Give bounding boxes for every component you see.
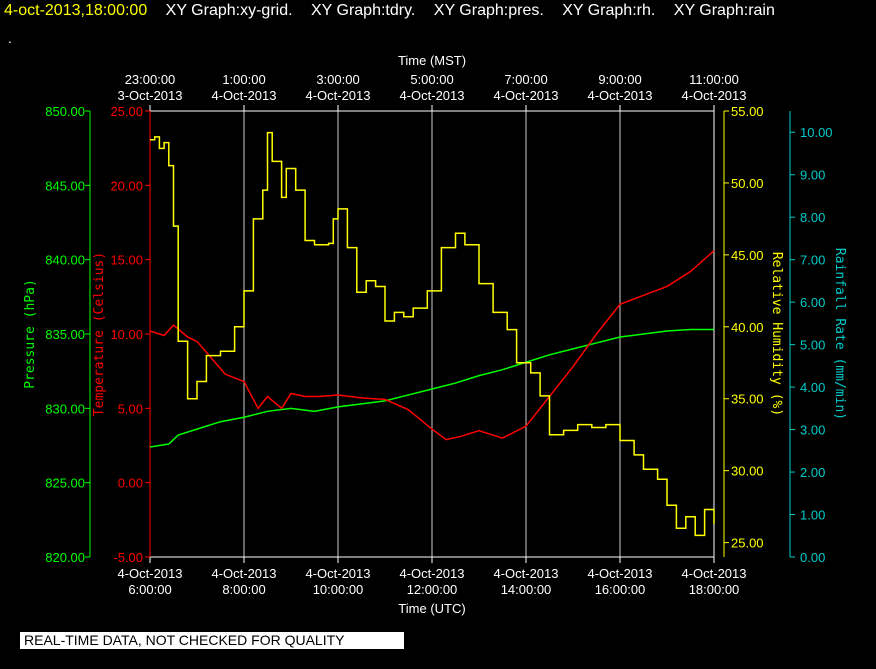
temperature-tick-label: 15.00 (110, 253, 143, 268)
rain-tick-label: 2.00 (800, 465, 825, 480)
bottom-axis-title: Time (UTC) (398, 601, 465, 616)
graph-title-rh: XY Graph:rh. (562, 2, 656, 19)
pressure-tick-label: 830.00 (45, 401, 85, 416)
x-tick-label-mst-time: 1:00:00 (222, 72, 265, 87)
rain-tick-label: 6.00 (800, 295, 825, 310)
rain-tick-label: 5.00 (800, 338, 825, 353)
humidity-tick-label: 40.00 (731, 320, 764, 335)
graph-title-rain: XY Graph:rain (673, 2, 775, 19)
rain-tick-label: 10.00 (800, 125, 833, 140)
temperature-tick-label: 20.00 (110, 178, 143, 193)
temperature-series-line (149, 250, 715, 441)
x-tick-label-mst-date: 4-Oct-2013 (211, 88, 276, 103)
x-tick-label-mst-date: 4-Oct-2013 (399, 88, 464, 103)
timestamp: 4-oct-2013,18:00:00 (4, 2, 148, 19)
x-tick-label-mst-time: 7:00:00 (504, 72, 547, 87)
x-tick-label-utc-date: 4-Oct-2013 (681, 566, 746, 581)
temperature-axis-title: Temperature (Celsius) (92, 252, 107, 416)
rain-tick-label: 9.00 (800, 168, 825, 183)
x-tick-label-utc-date: 4-Oct-2013 (493, 566, 558, 581)
x-tick-label-utc-date: 4-Oct-2013 (211, 566, 276, 581)
pressure-axis-title: Pressure (hPa) (23, 279, 38, 389)
x-tick-label-mst-date: 4-Oct-2013 (681, 88, 746, 103)
x-tick-label-mst-time: 5:00:00 (410, 72, 453, 87)
humidity-tick-label: 30.00 (731, 464, 764, 479)
x-tick-label-utc-time: 10:00:00 (313, 582, 364, 597)
x-tick-label-mst-time: 11:00:00 (689, 72, 739, 87)
x-tick-label-utc-date: 4-Oct-2013 (587, 566, 652, 581)
temperature-tick-label: 10.00 (110, 327, 143, 342)
rain-tick-label: 8.00 (800, 210, 825, 225)
graph-title-pres: XY Graph:pres. (433, 2, 544, 19)
top-axis-title: Time (MST) (398, 53, 466, 68)
rain-tick-label: 4.00 (800, 380, 825, 395)
humidity-tick-label: 45.00 (731, 248, 764, 263)
x-tick-label-utc-time: 16:00:00 (595, 582, 646, 597)
x-tick-label-mst-time: 23:00:00 (125, 72, 176, 87)
x-tick-label-utc-time: 14:00:00 (501, 582, 552, 597)
quality-disclaimer: REAL-TIME DATA, NOT CHECKED FOR QUALITY (20, 632, 404, 649)
rain-tick-label: 0.00 (800, 550, 825, 565)
x-tick-label-mst-date: 3-Oct-2013 (117, 88, 182, 103)
x-tick-label-utc-date: 4-Oct-2013 (117, 566, 182, 581)
x-tick-label-utc-time: 6:00:00 (128, 582, 171, 597)
graph-title-xy-grid: XY Graph:xy-grid. (165, 2, 293, 19)
temperature-tick-label: -5.00 (113, 550, 143, 565)
pressure-tick-label: 845.00 (45, 178, 85, 193)
humidity-tick-label: 35.00 (731, 392, 764, 407)
x-tick-label-mst-time: 9:00:00 (598, 72, 641, 87)
humidity-series-line (150, 131, 715, 537)
humidity-tick-label: 55.00 (731, 104, 764, 119)
x-tick-label-utc-date: 4-Oct-2013 (305, 566, 370, 581)
x-tick-label-mst-date: 4-Oct-2013 (493, 88, 558, 103)
pressure-tick-label: 820.00 (45, 550, 85, 565)
graph-title-tdry: XY Graph:tdry. (311, 2, 416, 19)
pressure-series-line (149, 328, 714, 448)
x-tick-label-mst-time: 3:00:00 (316, 72, 359, 87)
x-tick-label-utc-time: 12:00:00 (407, 582, 458, 597)
humidity-axis-title: Relative Humidity (%) (769, 252, 784, 416)
humidity-tick-label: 50.00 (731, 176, 764, 191)
rain-axis-title: Rainfall Rate (mm/min) (832, 248, 847, 420)
x-tick-label-mst-date: 4-Oct-2013 (587, 88, 652, 103)
rain-tick-label: 3.00 (800, 423, 825, 438)
rain-tick-label: 1.00 (800, 508, 825, 523)
pressure-tick-label: 825.00 (45, 476, 85, 491)
pressure-tick-label: 850.00 (45, 104, 85, 119)
rain-tick-label: 7.00 (800, 253, 825, 268)
pressure-tick-label: 840.00 (45, 253, 85, 268)
humidity-tick-label: 25.00 (731, 536, 764, 551)
x-tick-label-utc-date: 4-Oct-2013 (399, 566, 464, 581)
temperature-tick-label: 5.00 (118, 401, 143, 416)
x-tick-label-utc-time: 8:00:00 (222, 582, 265, 597)
x-tick-label-utc-time: 18:00:00 (689, 582, 740, 597)
temperature-tick-label: 0.00 (118, 476, 143, 491)
dot-mark: . (8, 30, 12, 46)
window-title-bar: 4-oct-2013,18:00:00 XY Graph:xy-grid. XY… (4, 2, 789, 20)
pressure-tick-label: 835.00 (45, 327, 85, 342)
x-tick-label-mst-date: 4-Oct-2013 (305, 88, 370, 103)
temperature-tick-label: 25.00 (110, 104, 143, 119)
